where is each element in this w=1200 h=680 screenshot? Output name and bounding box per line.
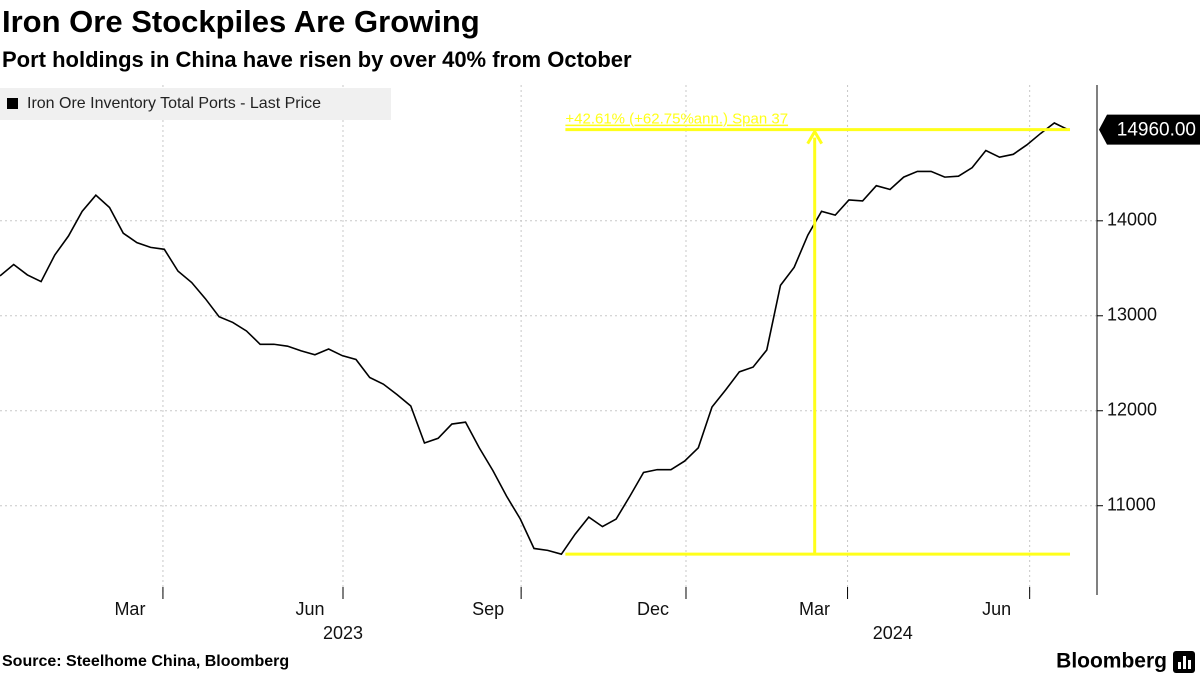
- x-tick-label: Sep: [472, 599, 504, 619]
- last-value-tag: [1099, 114, 1200, 145]
- legend-box: [0, 88, 391, 120]
- annotation-arrowhead: [806, 128, 823, 145]
- x-tick-label: Mar: [114, 599, 145, 619]
- brand-logo: Bloomberg: [1056, 650, 1167, 673]
- y-tick-label: 14000: [1107, 210, 1157, 230]
- annotation-text: +42.61% (+62.75%ann.) Span 37: [565, 111, 788, 128]
- x-year-label: 2024: [873, 623, 913, 643]
- plot-area: 11000 12000 13000 14000 Mar Jun Sep Dec Mar Jun 20…: [0, 85, 1200, 643]
- y-tick-label: 11000: [1107, 494, 1156, 514]
- x-tick-label: Jun: [982, 599, 1011, 619]
- source-note: Source: Steelhome China, Bloomberg: [2, 653, 289, 670]
- chart-title: Iron Ore Stockpiles Are Growing: [2, 4, 480, 39]
- x-tick-label: Mar: [799, 599, 830, 619]
- legend-label: Iron Ore Inventory Total Ports - Last Pr…: [27, 95, 321, 112]
- y-tick-label: 12000: [1107, 400, 1157, 420]
- x-tick-label: Dec: [637, 599, 669, 619]
- x-year-label: 2023: [323, 623, 363, 643]
- last-value-label: 14960.00: [1117, 120, 1196, 141]
- chart-subtitle: Port holdings in China have risen by ove…: [2, 47, 632, 72]
- legend-swatch: [7, 98, 18, 109]
- brand-icon: [1173, 651, 1195, 673]
- x-tick-label: Jun: [295, 599, 324, 619]
- y-tick-label: 13000: [1107, 305, 1157, 325]
- data-line: [0, 122, 1069, 556]
